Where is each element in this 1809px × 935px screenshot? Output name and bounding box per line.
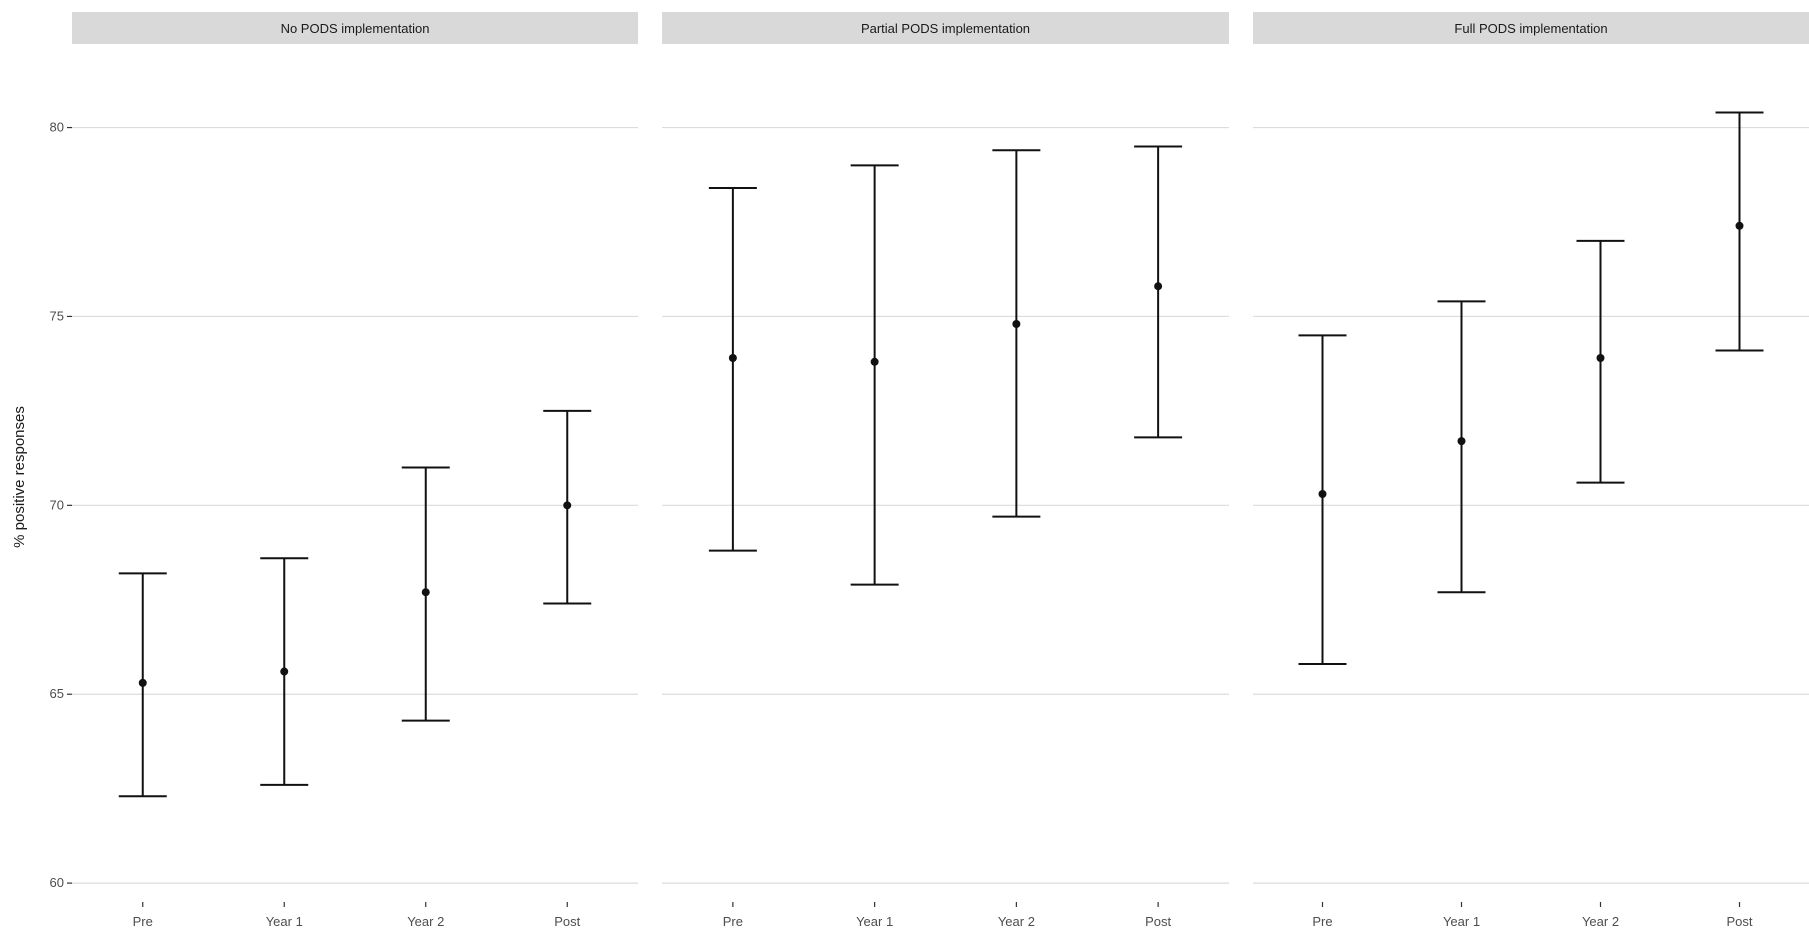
x-tick-label: Pre [1312, 914, 1332, 929]
y-tick-label: 70 [50, 497, 64, 512]
x-tick-label: Post [554, 914, 580, 929]
data-point [870, 357, 879, 366]
facet-strip [1253, 12, 1809, 44]
data-point [1012, 320, 1021, 328]
data-point [1154, 282, 1163, 291]
facet-strip-label: Partial PODS implementation [861, 21, 1030, 36]
x-tick-label: Year 2 [1582, 914, 1619, 929]
y-tick-label: 65 [50, 686, 64, 701]
facet-strip [72, 12, 638, 44]
data-point [138, 678, 147, 687]
y-tick-label: 60 [50, 875, 64, 890]
data-point [1735, 221, 1744, 230]
x-tick-label: Post [1145, 914, 1171, 929]
y-tick-label: 75 [50, 308, 64, 323]
x-tick-label: Year 2 [998, 914, 1035, 929]
data-point [421, 588, 430, 597]
x-tick-label: Post [1726, 914, 1752, 929]
facet-strip-label: Full PODS implementation [1454, 21, 1607, 36]
data-point [1318, 490, 1327, 498]
data-point [728, 354, 737, 362]
x-tick-label: Pre [133, 914, 153, 929]
data-point [1457, 437, 1466, 446]
data-point [563, 501, 572, 510]
x-tick-label: Year 1 [1443, 914, 1480, 929]
x-tick-label: Pre [723, 914, 743, 929]
y-tick-label: 80 [50, 120, 64, 135]
x-tick-label: Year 1 [266, 914, 303, 929]
x-tick-label: Year 1 [856, 914, 893, 929]
facet-strip-label: No PODS implementation [281, 21, 430, 36]
y-axis-label: % positive responses [11, 406, 28, 548]
facet-strip [662, 12, 1229, 44]
x-tick-label: Year 2 [407, 914, 444, 929]
data-point [280, 667, 289, 676]
data-point [1596, 354, 1605, 362]
